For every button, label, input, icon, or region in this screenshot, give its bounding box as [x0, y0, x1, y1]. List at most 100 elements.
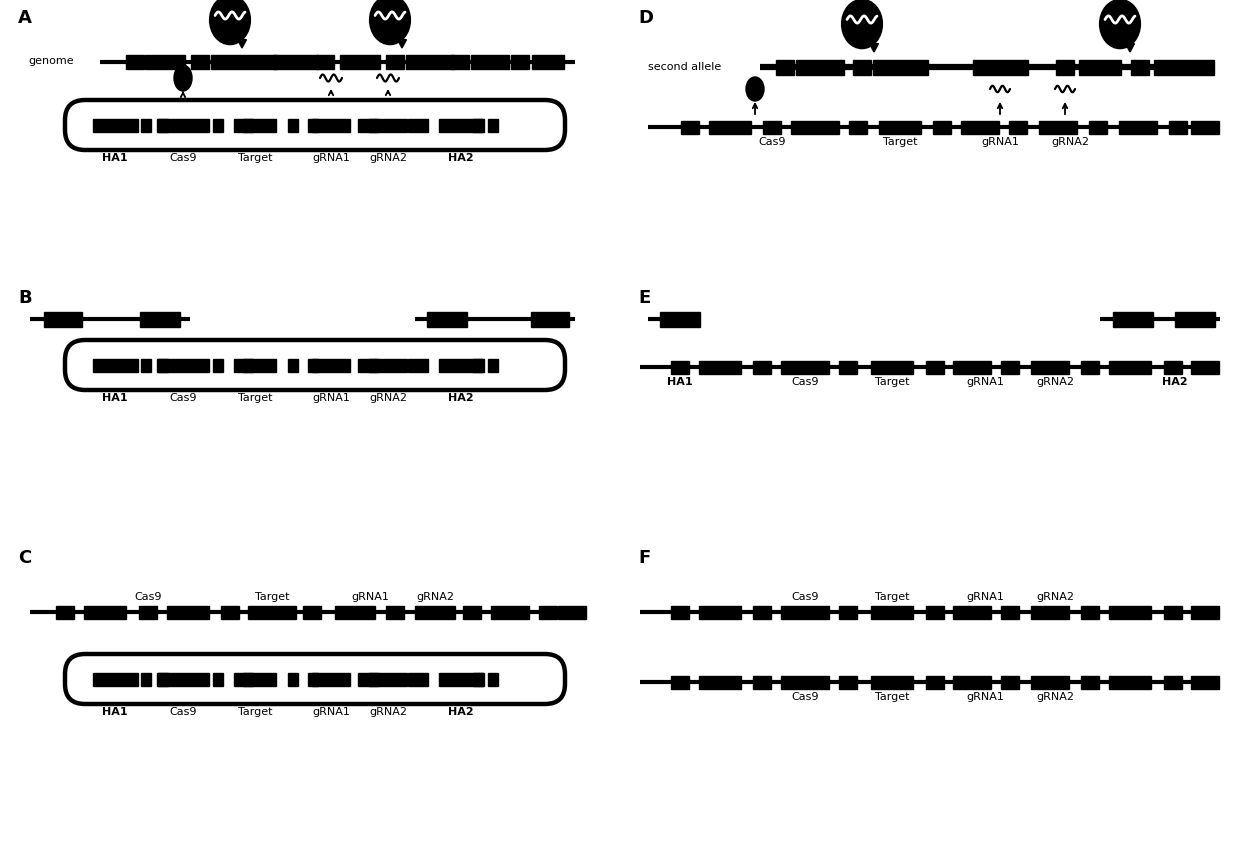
Bar [369, 119, 406, 132]
Text: gRNA1: gRNA1 [312, 153, 349, 163]
Bar [1109, 675, 1151, 688]
Ellipse shape [173, 65, 192, 91]
FancyBboxPatch shape [64, 654, 565, 704]
Bar [427, 311, 467, 327]
Bar [408, 673, 418, 686]
Text: gRNA2: gRNA2 [369, 393, 406, 403]
Bar [234, 358, 276, 371]
Bar [473, 673, 483, 686]
FancyBboxPatch shape [64, 340, 565, 390]
Bar [839, 675, 857, 688]
Bar [84, 605, 126, 618]
Bar [1040, 121, 1077, 134]
Bar [126, 55, 144, 69]
Bar [1031, 675, 1069, 688]
Polygon shape [1125, 43, 1135, 52]
Text: second allele: second allele [648, 62, 721, 72]
Bar [387, 55, 404, 69]
Bar [878, 121, 921, 134]
Bar [167, 605, 209, 618]
Text: C: C [19, 549, 31, 567]
Text: Cas9: Cas9 [792, 692, 819, 702]
Text: E: E [638, 289, 650, 307]
Bar [781, 361, 829, 374]
Text: gRNA1: gRNA1 [312, 393, 349, 403]
Bar [358, 673, 368, 686]
Bar [157, 119, 209, 132]
Bar [1079, 60, 1121, 75]
Bar [157, 673, 209, 686]
Bar [872, 60, 928, 75]
Bar [309, 673, 318, 686]
Bar [273, 55, 317, 69]
Bar [418, 673, 427, 686]
Text: HA2: HA2 [449, 707, 473, 717]
Bar [141, 119, 151, 132]
Bar [953, 605, 991, 618]
Text: Cas9: Cas9 [758, 137, 786, 147]
Bar [672, 675, 689, 688]
Text: HA1: HA1 [102, 707, 128, 717]
Ellipse shape [841, 0, 882, 49]
Bar [369, 358, 406, 371]
Bar [415, 605, 455, 618]
Text: HA1: HA1 [102, 153, 128, 163]
Bar [304, 605, 321, 618]
Bar [753, 675, 771, 688]
Bar [418, 119, 427, 132]
Text: Target: Target [882, 137, 917, 147]
Bar [93, 358, 138, 371]
Bar [488, 119, 498, 132]
Bar [753, 605, 771, 618]
Polygon shape [238, 40, 247, 48]
Text: Target: Target [875, 592, 909, 602]
Bar [316, 55, 335, 69]
Bar [539, 605, 558, 618]
Text: HA2: HA2 [1162, 377, 1188, 387]
Bar [439, 119, 483, 132]
Bar [709, 121, 751, 134]
Bar [871, 675, 913, 688]
Bar [849, 121, 867, 134]
Bar [473, 358, 483, 371]
Bar [953, 675, 991, 688]
Text: F: F [638, 549, 650, 567]
Bar [287, 673, 299, 686]
Bar [1163, 605, 1182, 618]
Bar [234, 673, 276, 686]
Text: Target: Target [238, 153, 273, 163]
Bar [287, 358, 299, 371]
Bar [211, 55, 259, 69]
Bar [368, 358, 378, 371]
Bar [1001, 361, 1018, 374]
Bar [368, 673, 378, 686]
Text: Target: Target [875, 377, 909, 387]
Bar [699, 361, 741, 374]
Bar [312, 119, 349, 132]
Text: gRNA2: gRNA2 [369, 153, 406, 163]
Bar [243, 358, 253, 371]
Bar [660, 311, 700, 327]
Text: gRNA2: gRNA2 [1051, 137, 1089, 147]
Bar [871, 361, 913, 374]
Bar [672, 361, 689, 374]
Bar [926, 675, 944, 688]
Bar [1113, 311, 1154, 327]
Bar [681, 121, 699, 134]
Bar [471, 55, 509, 69]
Text: HA1: HA1 [102, 393, 128, 403]
Bar [339, 55, 380, 69]
Bar [248, 605, 296, 618]
Bar [191, 55, 209, 69]
Bar [1119, 121, 1157, 134]
Ellipse shape [1099, 0, 1140, 49]
Bar [973, 60, 1027, 75]
Bar [1080, 675, 1099, 688]
Bar [287, 119, 299, 132]
Bar [141, 673, 151, 686]
Bar [488, 358, 498, 371]
Bar [491, 605, 529, 618]
Bar [1163, 361, 1182, 374]
Bar [781, 605, 829, 618]
Text: Cas9: Cas9 [792, 592, 819, 602]
